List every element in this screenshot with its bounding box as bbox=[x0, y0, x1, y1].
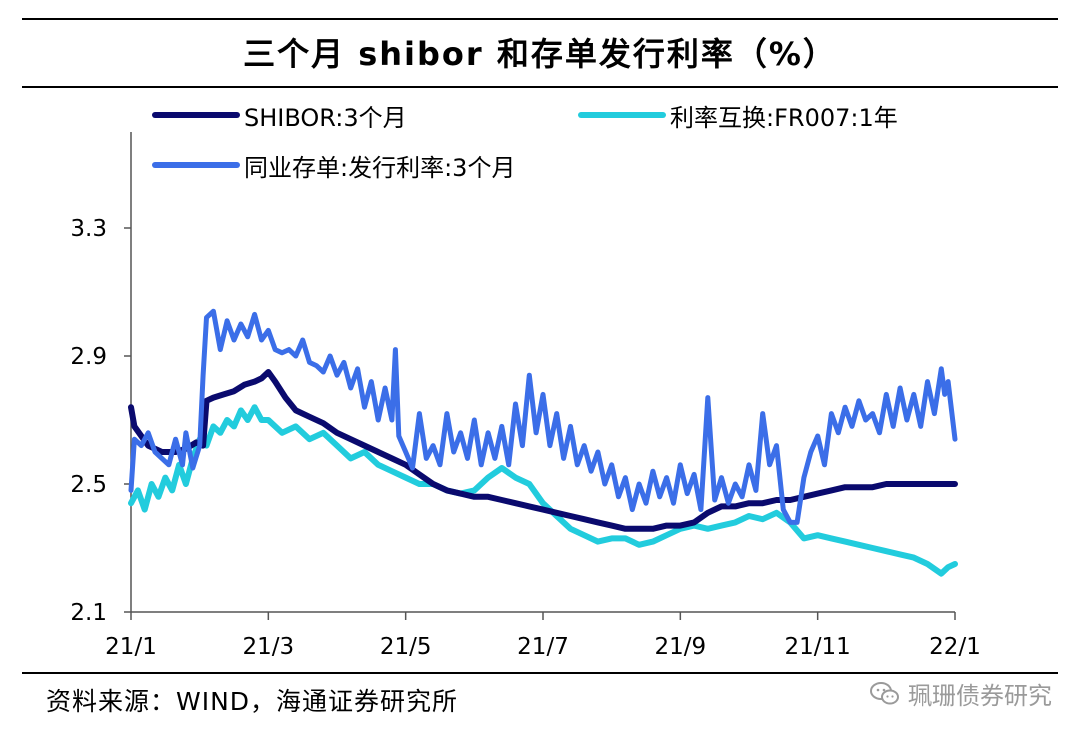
legend-swatch-fr007 bbox=[578, 112, 666, 118]
y-tick-label: 3.3 bbox=[70, 216, 107, 242]
legend-swatch-ncd bbox=[152, 162, 240, 168]
x-tick-label: 21/3 bbox=[243, 634, 295, 660]
series-layer bbox=[128, 308, 958, 577]
source-note: 资料来源：WIND，海通证券研究所 bbox=[46, 687, 459, 716]
wechat-icon bbox=[870, 681, 899, 704]
title-rule bbox=[22, 86, 1058, 88]
x-tick-label: 21/1 bbox=[105, 634, 157, 660]
watermark: 珮珊债券研究 bbox=[870, 676, 1052, 711]
x-tick-label: 21/11 bbox=[785, 634, 851, 660]
bottom-rule bbox=[22, 672, 1058, 674]
legend-label-ncd: 同业存单:发行利率:3个月 bbox=[244, 153, 516, 182]
legend-item-fr007: 利率互换:FR007:1年 bbox=[578, 100, 898, 132]
x-tick-label: 21/9 bbox=[655, 634, 707, 660]
chart-title: 三个月 shibor 和存单发行利率（%） bbox=[243, 35, 837, 73]
series-line-fr007 bbox=[128, 404, 958, 577]
x-tick-label: 22/1 bbox=[929, 634, 981, 660]
legend-item-ncd: 同业存单:发行利率:3个月 bbox=[152, 150, 516, 182]
x-tick-label: 21/7 bbox=[517, 634, 569, 660]
axes: 2.1 2.5 2.9 3.3 21/1 21/3 21/5 21/7 21/9 21/11 22/… bbox=[70, 132, 981, 660]
series-line-shibor bbox=[128, 369, 958, 532]
y-tick-label: 2.1 bbox=[70, 600, 107, 626]
legend-label-fr007: 利率互换:FR007:1年 bbox=[670, 103, 898, 132]
top-rule bbox=[22, 18, 1058, 20]
y-tick-label: 2.9 bbox=[70, 344, 107, 370]
legend-swatch-shibor bbox=[152, 112, 240, 118]
x-tick-label: 21/5 bbox=[380, 634, 432, 660]
y-tick-label: 2.5 bbox=[70, 472, 107, 498]
series-line-ncd bbox=[128, 308, 958, 525]
legend-item-shibor: SHIBOR:3个月 bbox=[152, 100, 407, 132]
legend-label-shibor: SHIBOR:3个月 bbox=[244, 103, 407, 132]
watermark-text: 珮珊债券研究 bbox=[908, 682, 1052, 710]
